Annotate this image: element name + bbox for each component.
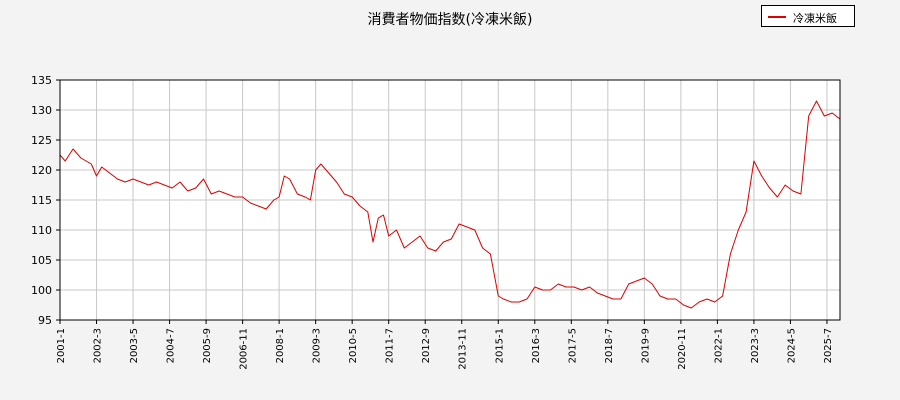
series-line-冷凍米飯 [59, 100, 841, 309]
y-tick-label: 125 [31, 134, 52, 147]
plot-frame [59, 79, 841, 321]
x-tick-label: 2008-1 [275, 328, 286, 363]
legend-label: 冷凍米飯 [793, 12, 837, 25]
x-tick-label: 2001-1 [56, 328, 67, 363]
legend: 冷凍米飯 [761, 5, 855, 27]
x-tick-label: 2023-3 [750, 328, 761, 363]
y-tick-label: 130 [31, 104, 52, 117]
x-tick-label: 2015-1 [494, 328, 505, 363]
y-tick-label: 115 [31, 194, 52, 207]
x-tick-label: 2017-5 [567, 328, 578, 363]
x-tick-label: 2004-7 [166, 328, 177, 363]
y-tick-label: 135 [31, 74, 52, 87]
y-axis: 95 100 105 110 115 120 125 130 135 [31, 74, 60, 327]
y-tick-label: 100 [31, 284, 52, 297]
y-tick-label: 105 [31, 254, 52, 267]
y-tick-label: 95 [38, 314, 52, 327]
x-axis: 2001-1 2002-3 2003-5 2004-7 2005-9 2006-11 200… [56, 320, 834, 370]
x-tick-label: 2013-11 [458, 328, 469, 370]
x-tick-label: 2012-9 [421, 328, 432, 363]
x-tick-label: 2016-3 [531, 328, 542, 363]
x-tick-label: 2009-3 [312, 328, 323, 363]
x-tick-label: 2019-9 [640, 328, 651, 363]
chart-title: 消費者物価指数(冷凍米飯) [367, 12, 533, 28]
x-tick-label: 2006-11 [239, 328, 250, 370]
x-tick-label: 2005-9 [202, 328, 213, 363]
x-tick-label: 2020-11 [677, 328, 688, 370]
y-tick-label: 110 [31, 224, 52, 237]
x-tick-label: 2024-5 [786, 328, 797, 363]
x-tick-label: 2022-1 [713, 328, 724, 363]
x-tick-label: 2018-7 [604, 328, 615, 363]
y-tick-label: 120 [31, 164, 52, 177]
x-tick-label: 2011-7 [385, 328, 396, 363]
x-tick-label: 2025-7 [823, 328, 834, 363]
legend-swatch [768, 16, 786, 18]
x-tick-label: 2002-3 [93, 328, 104, 363]
x-tick-label: 2010-5 [348, 328, 359, 363]
x-tick-label: 2003-5 [129, 328, 140, 363]
